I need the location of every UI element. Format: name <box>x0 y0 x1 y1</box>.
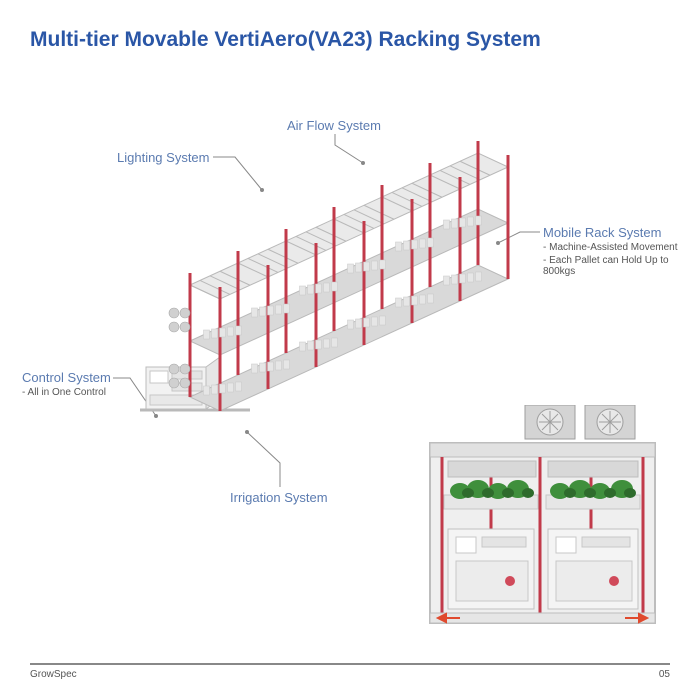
callout-control-sub0: - All in One Control <box>22 387 111 398</box>
page-title: Multi-tier Movable VertiAero(VA23) Racki… <box>30 28 541 52</box>
callout-irrigation: Irrigation System <box>230 490 328 505</box>
callout-mobile-sub0: - Machine-Assisted Movement <box>543 242 700 253</box>
footer-page: 05 <box>659 669 670 680</box>
container-illustration <box>420 405 665 628</box>
callout-irrigation-label: Irrigation System <box>230 490 328 505</box>
callout-airflow: Air Flow System <box>287 118 381 133</box>
callout-mobile-label: Mobile Rack System <box>543 225 700 240</box>
page: Multi-tier Movable VertiAero(VA23) Racki… <box>0 0 700 700</box>
page-footer: GrowSpec 05 <box>30 663 670 680</box>
callout-control-label: Control System <box>22 370 111 385</box>
callout-mobile: Mobile Rack System - Machine-Assisted Mo… <box>543 225 700 277</box>
rack-illustration <box>130 135 530 415</box>
callout-control: Control System - All in One Control <box>22 370 111 398</box>
callout-mobile-sub1: - Each Pallet can Hold Up to 800kgs <box>543 255 700 277</box>
footer-brand: GrowSpec <box>30 669 77 680</box>
top-fans <box>525 405 635 439</box>
callout-airflow-label: Air Flow System <box>287 118 381 133</box>
